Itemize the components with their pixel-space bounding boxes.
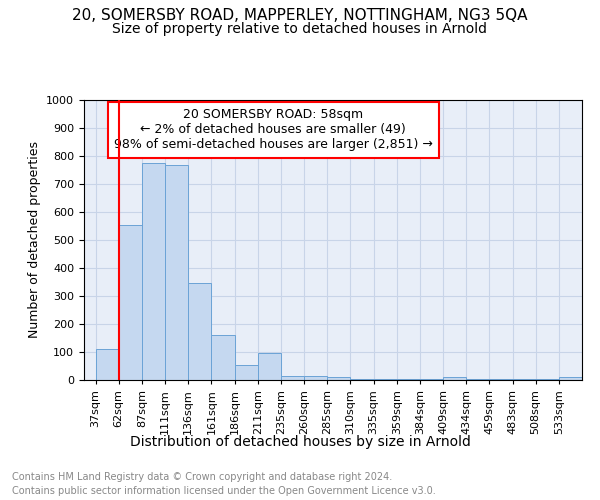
Bar — [443, 377, 466, 380]
Text: Contains HM Land Registry data © Crown copyright and database right 2024.: Contains HM Land Registry data © Crown c… — [12, 472, 392, 482]
Text: Size of property relative to detached houses in Arnold: Size of property relative to detached ho… — [113, 22, 487, 36]
Bar — [350, 379, 374, 380]
Bar — [211, 335, 235, 380]
Bar — [188, 284, 211, 380]
Bar — [304, 376, 327, 380]
Bar — [374, 379, 397, 380]
Bar — [235, 364, 258, 380]
Bar — [119, 224, 142, 380]
Text: Contains public sector information licensed under the Open Government Licence v3: Contains public sector information licen… — [12, 486, 436, 496]
Y-axis label: Number of detached properties: Number of detached properties — [28, 142, 41, 338]
Bar — [165, 165, 188, 380]
Bar — [559, 377, 582, 380]
Bar — [281, 376, 304, 380]
Bar — [420, 379, 443, 380]
Text: 20 SOMERSBY ROAD: 58sqm
← 2% of detached houses are smaller (49)
98% of semi-det: 20 SOMERSBY ROAD: 58sqm ← 2% of detached… — [114, 108, 433, 152]
Bar — [142, 163, 165, 380]
Text: Distribution of detached houses by size in Arnold: Distribution of detached houses by size … — [130, 435, 470, 449]
Bar — [397, 379, 420, 380]
Text: 20, SOMERSBY ROAD, MAPPERLEY, NOTTINGHAM, NG3 5QA: 20, SOMERSBY ROAD, MAPPERLEY, NOTTINGHAM… — [72, 8, 528, 22]
Bar — [95, 349, 119, 380]
Bar — [258, 352, 281, 380]
Bar — [327, 377, 350, 380]
